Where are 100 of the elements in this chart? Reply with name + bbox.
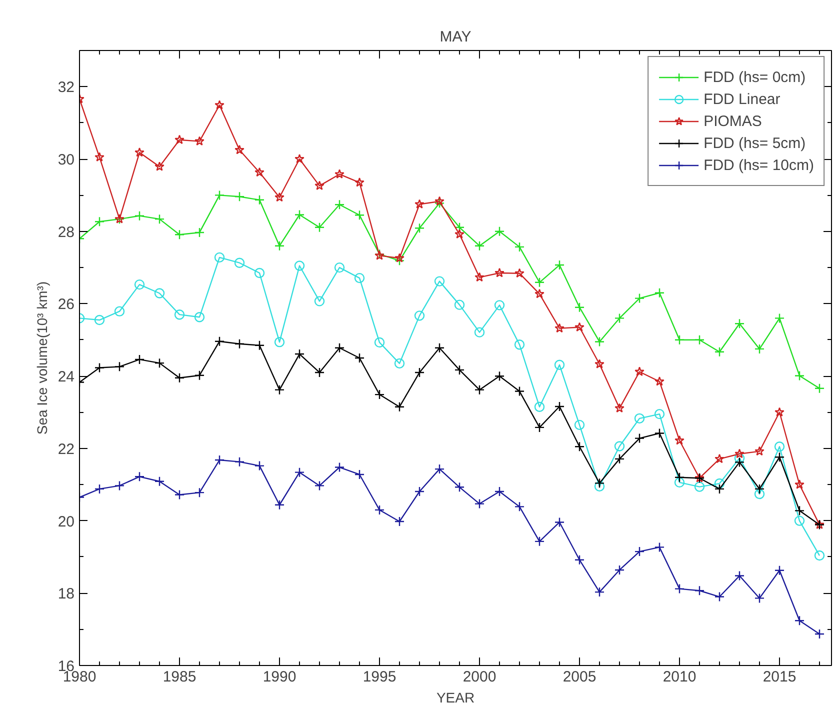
point <box>274 336 285 348</box>
point <box>774 442 785 452</box>
point <box>254 194 265 206</box>
point <box>734 448 744 458</box>
point <box>94 216 105 227</box>
point <box>254 340 265 350</box>
point <box>134 210 145 221</box>
point <box>574 442 585 452</box>
point <box>314 222 325 233</box>
point <box>254 167 264 177</box>
point <box>794 506 805 516</box>
point <box>474 272 484 282</box>
point <box>634 413 645 424</box>
point <box>754 488 765 500</box>
y-tick-label: 24 <box>58 368 75 386</box>
point <box>514 242 525 252</box>
point <box>614 454 625 464</box>
point <box>734 453 745 464</box>
x-tick-label: 2005 <box>562 668 596 686</box>
point <box>234 258 245 268</box>
point <box>514 386 525 396</box>
point <box>734 570 745 581</box>
x-tick-label: 2010 <box>662 668 696 686</box>
point <box>774 407 784 417</box>
point <box>214 336 225 346</box>
point <box>794 516 805 526</box>
point <box>114 362 125 372</box>
point <box>654 376 664 386</box>
point <box>814 628 825 640</box>
point <box>474 384 485 395</box>
point <box>654 542 665 552</box>
point <box>754 344 765 354</box>
point <box>634 433 645 444</box>
point <box>554 517 565 528</box>
point <box>194 136 204 146</box>
point <box>454 482 465 492</box>
legend-label: FDD (hs= 5cm) <box>704 134 806 152</box>
point <box>794 480 804 489</box>
point <box>234 192 245 202</box>
point <box>274 384 285 395</box>
point <box>574 420 585 430</box>
point <box>494 226 505 236</box>
point <box>774 565 785 576</box>
point <box>394 253 404 262</box>
point <box>334 462 345 472</box>
point <box>294 210 305 220</box>
point <box>534 288 544 298</box>
point <box>594 586 605 598</box>
point <box>454 300 465 310</box>
x-axis-title: YEAR <box>436 690 475 706</box>
point <box>254 268 265 278</box>
point <box>154 476 165 486</box>
point <box>634 366 644 376</box>
point <box>594 481 605 492</box>
y-tick-label: 32 <box>58 79 75 96</box>
point <box>354 352 365 364</box>
point <box>154 162 164 171</box>
point <box>394 516 405 527</box>
point <box>174 372 185 383</box>
point <box>394 402 405 412</box>
point <box>534 536 545 547</box>
point <box>274 500 285 510</box>
point <box>214 190 225 200</box>
x-tick-label: 1990 <box>262 668 296 686</box>
point <box>574 302 585 312</box>
point <box>394 358 405 369</box>
point <box>374 389 385 400</box>
point <box>234 456 245 467</box>
y-tick-label: 20 <box>58 513 75 530</box>
y-tick-label: 26 <box>58 296 75 314</box>
point <box>334 200 345 210</box>
point <box>354 210 365 220</box>
point <box>194 370 205 380</box>
point <box>374 337 385 348</box>
point <box>294 154 304 164</box>
point <box>634 293 645 304</box>
point <box>314 367 325 378</box>
point <box>174 134 184 144</box>
point <box>654 288 665 298</box>
point <box>434 342 445 353</box>
point <box>654 408 665 420</box>
point <box>714 346 725 357</box>
point <box>694 482 705 492</box>
point <box>334 262 345 273</box>
point <box>714 454 724 464</box>
point <box>534 277 545 288</box>
point <box>494 268 504 278</box>
legend-label: FDD Linear <box>704 90 780 108</box>
point <box>334 342 345 353</box>
point <box>294 348 305 360</box>
point <box>674 477 685 488</box>
point <box>734 457 745 468</box>
chart-title: MAY <box>440 28 472 46</box>
point <box>154 358 165 368</box>
point <box>434 198 445 208</box>
point <box>574 554 585 565</box>
point <box>514 502 525 512</box>
point <box>314 296 325 306</box>
point <box>274 192 284 202</box>
point <box>114 306 125 316</box>
